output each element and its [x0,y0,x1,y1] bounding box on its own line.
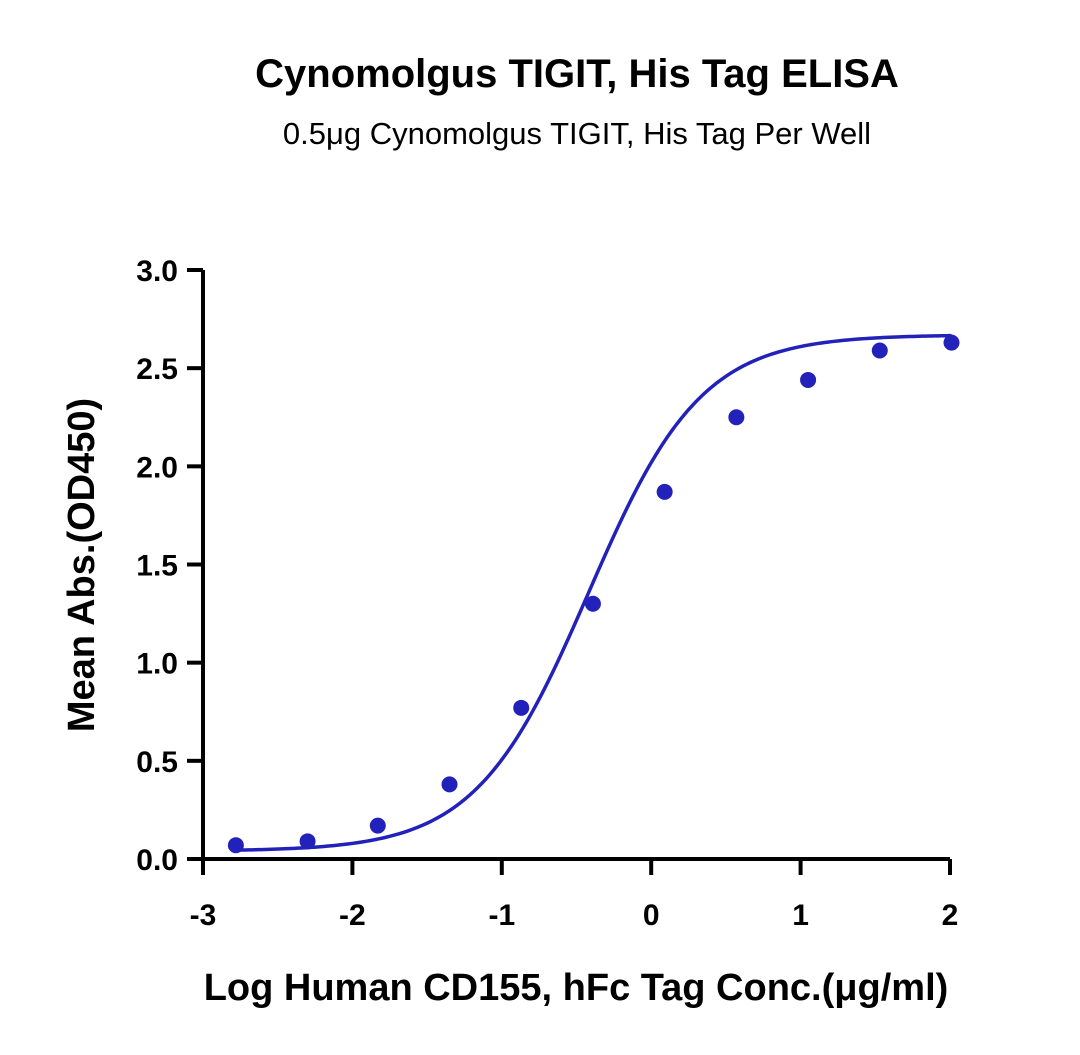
x-ticks: -3 -2 -1 0 1 2 [190,859,959,932]
chart-title: Cynomolgus TIGIT, His Tag ELISA [255,52,899,96]
y-tick-label: 3.0 [136,255,178,288]
data-point [656,483,673,500]
y-tick-label: 2.0 [136,451,178,484]
data-point [369,817,386,834]
y-axis-title: Mean Abs.(OD450) [61,398,103,732]
x-tick-label: -3 [190,899,217,932]
y-ticks: 0.0 0.5 1.0 1.5 2.0 2.5 3.0 [136,255,203,877]
data-point [800,371,817,388]
y-tick-label: 0.0 [136,844,178,877]
data-point [513,699,530,716]
x-tick-label: 0 [643,899,660,932]
data-point [227,837,244,854]
data-point [441,776,458,793]
data-point [299,833,316,850]
data-points [227,334,960,854]
y-tick-label: 0.5 [136,746,178,779]
y-tick-label: 2.5 [136,353,178,386]
x-axis-title: Log Human CD155, hFc Tag Conc.(μg/ml) [204,967,949,1009]
x-tick-label: 2 [942,899,959,932]
y-tick-label: 1.5 [136,550,178,583]
x-tick-label: 1 [792,899,809,932]
chart-subtitle: 0.5μg Cynomolgus TIGIT, His Tag Per Well [282,116,872,151]
data-point [584,595,601,612]
y-tick-label: 1.0 [136,648,178,681]
x-tick-label: -1 [488,899,515,932]
fit-curve [235,333,952,852]
data-point [943,334,960,351]
x-tick-label: -2 [339,899,366,932]
data-point [728,409,745,426]
axes [201,270,950,861]
data-point [871,342,888,359]
